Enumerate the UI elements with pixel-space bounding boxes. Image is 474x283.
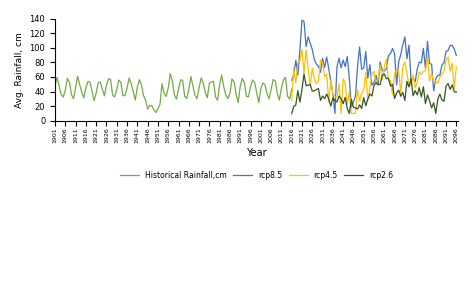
rcp2.6 xyxy=(289,112,294,115)
rcp8.5 xyxy=(383,67,389,70)
rcp8.5 xyxy=(299,18,305,22)
rcp4.5 xyxy=(383,58,389,61)
rcp8.5 xyxy=(427,62,432,65)
rcp4.5 xyxy=(427,79,432,83)
rcp4.5 xyxy=(289,99,294,102)
Line: Historical Rainfall,cm: Historical Rainfall,cm xyxy=(55,74,292,113)
rcp2.6 xyxy=(439,98,445,102)
rcp2.6 xyxy=(433,112,438,115)
rcp8.5 xyxy=(332,112,338,115)
rcp8.5 xyxy=(414,67,420,71)
Historical Rainfall,cm xyxy=(215,98,220,102)
rcp8.5 xyxy=(396,60,401,63)
Historical Rainfall,cm xyxy=(289,88,294,91)
Historical Rainfall,cm xyxy=(274,91,280,95)
rcp2.6 xyxy=(454,90,459,94)
rcp4.5 xyxy=(441,69,447,73)
rcp8.5 xyxy=(441,61,447,65)
rcp4.5 xyxy=(396,69,401,73)
Historical Rainfall,cm xyxy=(52,84,58,87)
Historical Rainfall,cm xyxy=(153,111,159,114)
rcp2.6 xyxy=(425,93,430,97)
rcp8.5 xyxy=(454,54,459,57)
Historical Rainfall,cm xyxy=(248,85,254,88)
Line: rcp4.5: rcp4.5 xyxy=(292,50,456,113)
rcp4.5 xyxy=(338,112,344,115)
rcp8.5 xyxy=(435,74,441,77)
Line: rcp2.6: rcp2.6 xyxy=(292,74,456,113)
Legend: Historical Rainfall,cm, rcp8.5, rcp4.5, rcp2.6: Historical Rainfall,cm, rcp8.5, rcp4.5, … xyxy=(117,168,396,183)
rcp4.5 xyxy=(454,65,459,68)
rcp4.5 xyxy=(299,48,305,51)
Historical Rainfall,cm xyxy=(201,82,206,85)
rcp2.6 xyxy=(394,91,400,95)
rcp8.5 xyxy=(289,79,294,82)
rcp2.6 xyxy=(379,74,385,77)
Historical Rainfall,cm xyxy=(254,91,260,95)
rcp4.5 xyxy=(435,82,441,85)
X-axis label: Year: Year xyxy=(246,148,267,158)
Historical Rainfall,cm xyxy=(132,98,138,102)
rcp2.6 xyxy=(412,89,418,92)
Historical Rainfall,cm xyxy=(167,72,173,75)
Line: rcp8.5: rcp8.5 xyxy=(292,20,456,113)
rcp4.5 xyxy=(414,80,420,84)
rcp2.6 xyxy=(382,72,387,76)
Y-axis label: Avg. Rainfall, cm: Avg. Rainfall, cm xyxy=(15,32,24,108)
